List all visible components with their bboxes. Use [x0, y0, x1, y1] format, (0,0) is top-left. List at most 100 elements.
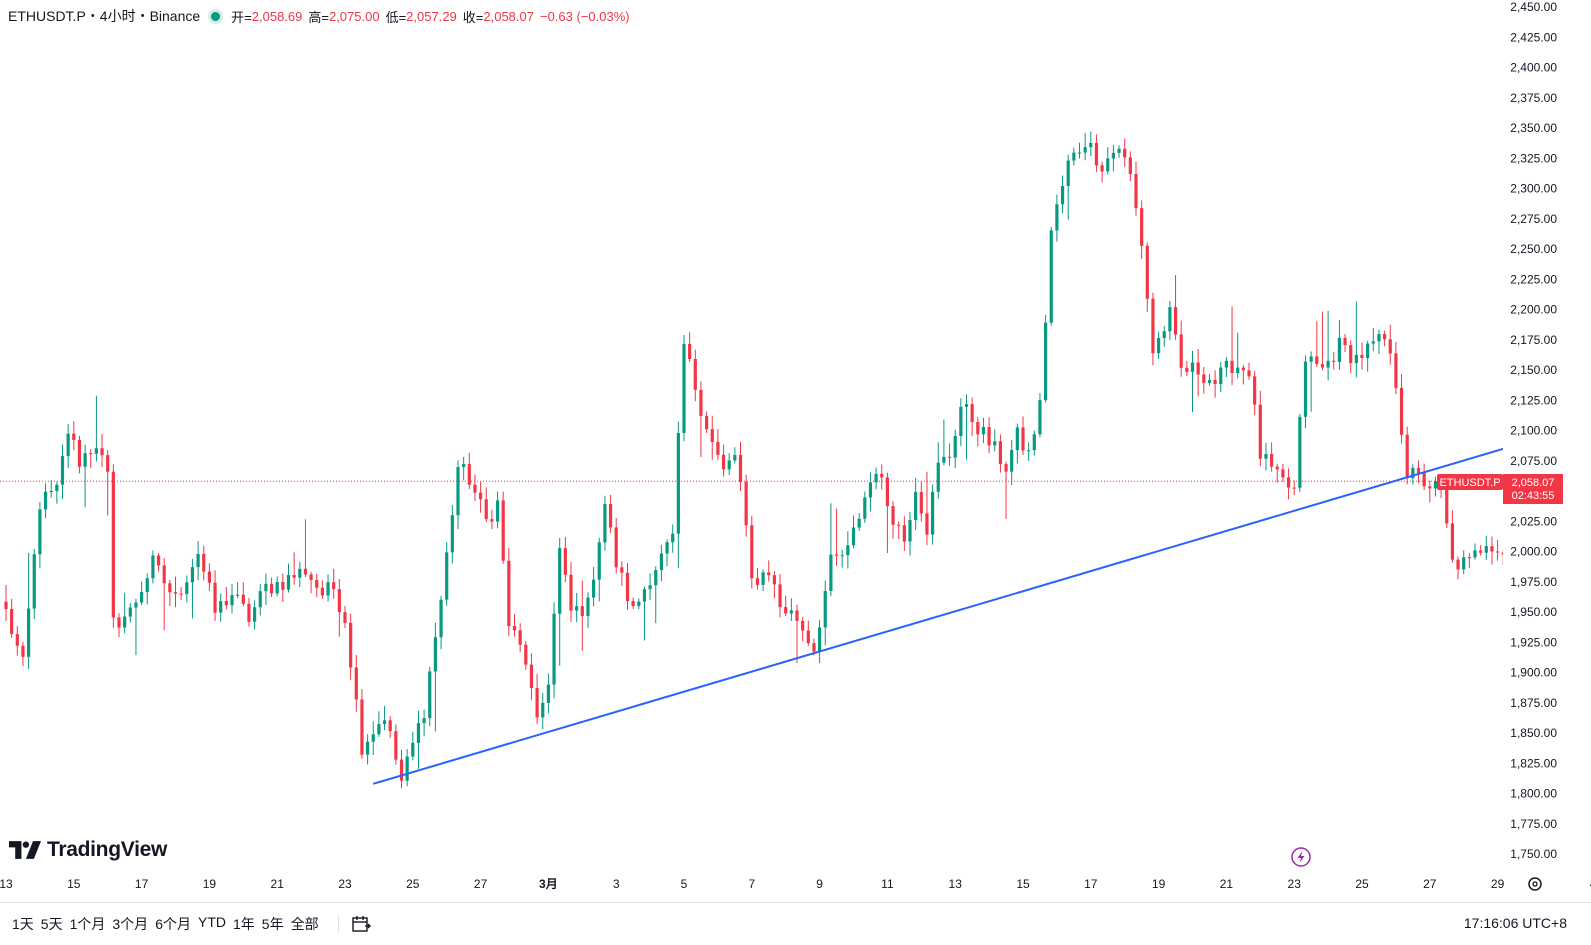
candle-body: [563, 548, 567, 575]
time-tick-label: 25: [1355, 877, 1369, 891]
candle-body: [439, 599, 443, 638]
candle-body: [388, 720, 392, 732]
range-button-2[interactable]: 1个月: [69, 916, 106, 932]
range-button-6[interactable]: 1年: [232, 916, 255, 932]
price-axis[interactable]: 2,450.00 2,425.00 2,400.00 2,375.00 2,350.00…: [1503, 0, 1591, 872]
candle-body: [77, 439, 82, 467]
candle-body: [801, 620, 805, 631]
price-tick-label: 1,925.00: [1510, 635, 1557, 649]
candle-body: [914, 492, 918, 520]
price-tick-label: 2,300.00: [1510, 182, 1557, 196]
candle-body: [495, 500, 500, 522]
price-tick-label: 2,100.00: [1510, 424, 1557, 438]
price-tick-label: 1,800.00: [1510, 787, 1557, 801]
candle-body: [1151, 298, 1155, 354]
price-tick-label: 1,975.00: [1510, 575, 1557, 589]
candle-body: [1196, 362, 1200, 375]
gear-icon[interactable]: [1528, 877, 1542, 891]
range-button-7[interactable]: 5年: [261, 916, 284, 932]
time-axis[interactable]: 13 15 17 19 21 23 25 27 3月 3 5 7 9 11 13 15 17 19 21 23 25 27…: [0, 877, 1591, 891]
time-tick-label: 23: [338, 877, 352, 891]
close-label: 收=: [462, 9, 484, 25]
candle-body: [428, 671, 432, 719]
candle-body: [733, 454, 737, 461]
price-tick-label: 1,875.00: [1510, 696, 1557, 710]
candle-body: [1405, 434, 1409, 479]
candle-body: [1060, 185, 1065, 205]
candle-body: [1371, 341, 1375, 344]
candle-body: [823, 590, 827, 628]
last-price-tag: ETHUSDT.P 2,058.07 02:43:55: [1437, 474, 1563, 504]
candle-body: [716, 442, 720, 455]
tradingview-logo[interactable]: TradingView: [9, 838, 167, 862]
candle-body: [49, 491, 53, 493]
candle-body: [1264, 453, 1268, 459]
calendar-range-icon[interactable]: [351, 915, 371, 933]
candle-body: [1428, 486, 1432, 489]
candle-body: [1111, 152, 1115, 159]
candle-body: [880, 473, 884, 478]
candle-body: [761, 572, 765, 585]
candle-body: [399, 759, 404, 781]
candle-body: [1354, 354, 1358, 364]
candle-body: [253, 607, 257, 622]
range-button-3[interactable]: 3个月: [112, 916, 149, 932]
candle-body: [1303, 361, 1308, 417]
range-button-1[interactable]: 5天: [40, 916, 63, 932]
candle-body: [959, 406, 963, 436]
candle-body: [942, 456, 946, 463]
candle-body: [1433, 481, 1438, 489]
candle-body: [1094, 142, 1099, 166]
time-tick-label: 19: [203, 877, 217, 891]
candle-body: [614, 527, 618, 568]
candle-body: [524, 644, 528, 665]
range-button-8[interactable]: 全部: [290, 916, 319, 932]
candle-body: [405, 756, 409, 781]
candle-body: [219, 601, 223, 613]
trendline[interactable]: [372, 442, 1521, 785]
lightning-icon[interactable]: [1291, 847, 1311, 867]
candle-body: [1083, 147, 1087, 153]
candle-body: [422, 718, 426, 724]
candle-body: [1134, 173, 1138, 209]
candle-body: [676, 432, 680, 534]
candle-body: [857, 518, 861, 528]
candle-body: [275, 582, 279, 594]
candle-body: [1445, 485, 1449, 524]
candle-body: [1360, 354, 1364, 358]
high-label: 高=: [308, 9, 329, 25]
time-tick-label: 29: [1491, 877, 1505, 891]
candle-body: [1258, 404, 1262, 459]
candle-body: [976, 422, 980, 435]
time-tick-label: 3: [613, 877, 620, 891]
candle-body: [868, 482, 873, 498]
candle-body: [411, 742, 415, 757]
candle-body: [1219, 367, 1223, 385]
price-tick-label: 1,850.00: [1510, 726, 1557, 740]
candle-body: [1015, 427, 1019, 451]
price-axis-bg: [1503, 0, 1591, 872]
candle-body: [569, 574, 573, 611]
clock[interactable]: 17:16:06 UTC+8: [1463, 915, 1567, 931]
range-button-4[interactable]: 6个月: [155, 916, 191, 932]
candle-body: [1490, 546, 1494, 552]
candle-body: [1106, 158, 1110, 172]
price-tick-label: 2,225.00: [1510, 272, 1557, 286]
price-tick-label: 2,125.00: [1510, 393, 1557, 407]
candle-body: [1123, 148, 1127, 158]
candle-body: [1484, 546, 1488, 553]
candle-body: [247, 603, 251, 622]
price-tag-symbol: ETHUSDT.P: [1439, 477, 1500, 489]
candle-body: [490, 519, 494, 522]
candle-body: [1462, 557, 1466, 570]
symbol-title[interactable]: ETHUSDT.P・4小时・Binance: [8, 8, 201, 24]
candle-body: [1145, 245, 1149, 299]
candle-body: [1224, 360, 1228, 368]
candle-body: [382, 720, 387, 725]
candle-body: [168, 583, 172, 593]
candle-body: [919, 492, 923, 514]
range-button-5[interactable]: YTD: [197, 914, 226, 930]
candle-body: [789, 610, 793, 614]
range-button-0[interactable]: 1天: [12, 916, 34, 932]
